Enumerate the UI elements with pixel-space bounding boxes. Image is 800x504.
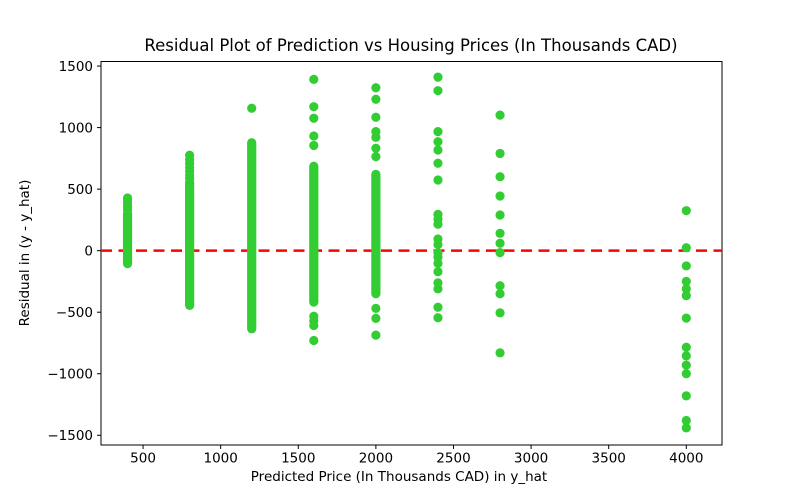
data-point bbox=[495, 348, 505, 358]
x-axis-label: Predicted Price (In Thousands CAD) in y_… bbox=[251, 469, 547, 485]
data-point bbox=[681, 342, 691, 352]
x-tick-label: 3500 bbox=[592, 451, 626, 467]
data-point bbox=[681, 284, 691, 294]
y-tick-label: 500 bbox=[67, 182, 93, 198]
data-point bbox=[495, 308, 505, 318]
data-point bbox=[433, 313, 443, 323]
x-tick-label: 4000 bbox=[669, 451, 703, 467]
data-point bbox=[495, 210, 505, 220]
data-point bbox=[495, 172, 505, 182]
data-point bbox=[495, 148, 505, 159]
data-point bbox=[371, 94, 381, 104]
data-point bbox=[433, 72, 443, 82]
data-point bbox=[371, 303, 381, 313]
data-point bbox=[681, 369, 691, 379]
data-point bbox=[681, 276, 691, 287]
data-point bbox=[309, 320, 319, 331]
data-point bbox=[122, 193, 133, 203]
x-tick-label: 2500 bbox=[436, 451, 470, 467]
data-point bbox=[433, 175, 443, 185]
data-point bbox=[681, 243, 691, 253]
data-point bbox=[309, 74, 319, 84]
data-point bbox=[371, 330, 381, 340]
data-point bbox=[371, 152, 381, 162]
data-point bbox=[185, 150, 195, 160]
data-point bbox=[681, 391, 691, 401]
y-axis-ticks: −1500 −1000 −500 0 500 1000 1500 bbox=[47, 59, 101, 444]
data-point bbox=[371, 83, 381, 93]
y-tick-label: 0 bbox=[84, 243, 93, 259]
chart-title: Residual Plot of Prediction vs Housing P… bbox=[144, 36, 677, 55]
x-tick-label: 1500 bbox=[281, 451, 315, 467]
y-tick-label: −1000 bbox=[47, 367, 93, 383]
y-tick-label: 1000 bbox=[59, 120, 93, 136]
data-point bbox=[371, 112, 381, 122]
data-point bbox=[681, 415, 691, 426]
y-tick-label: −500 bbox=[56, 305, 93, 321]
data-point bbox=[371, 313, 381, 323]
data-point bbox=[681, 206, 691, 216]
data-point bbox=[247, 103, 257, 113]
data-point bbox=[371, 143, 381, 153]
data-point bbox=[309, 140, 319, 151]
plot-area bbox=[100, 61, 723, 446]
data-point bbox=[681, 351, 691, 361]
data-point bbox=[433, 137, 443, 147]
data-point bbox=[681, 423, 691, 433]
data-point bbox=[309, 113, 319, 123]
x-tick-label: 500 bbox=[130, 451, 156, 467]
data-point bbox=[495, 281, 505, 291]
data-point bbox=[495, 289, 505, 299]
data-point bbox=[433, 302, 443, 312]
y-axis-label: Residual in (y - y_hat) bbox=[17, 180, 33, 327]
x-tick-label: 1000 bbox=[203, 451, 237, 467]
data-point bbox=[309, 102, 319, 112]
data-point bbox=[433, 158, 443, 168]
data-point bbox=[681, 313, 691, 323]
data-point bbox=[495, 248, 505, 258]
data-point bbox=[433, 219, 443, 229]
data-point bbox=[433, 127, 443, 137]
data-point bbox=[495, 191, 505, 201]
data-point bbox=[433, 86, 443, 96]
data-point bbox=[309, 335, 319, 346]
x-tick-label: 3000 bbox=[514, 451, 548, 467]
scatter-points bbox=[122, 72, 691, 433]
data-point bbox=[371, 127, 381, 137]
data-point bbox=[495, 228, 505, 238]
data-point bbox=[433, 145, 443, 155]
x-axis-ticks: 500 1000 1500 2000 2500 3000 3500 4000 bbox=[130, 445, 703, 467]
y-tick-label: 1500 bbox=[59, 59, 93, 75]
data-point bbox=[433, 267, 443, 277]
data-point bbox=[495, 110, 505, 120]
data-point bbox=[681, 290, 691, 301]
data-point bbox=[433, 239, 443, 250]
data-point bbox=[681, 360, 691, 370]
y-tick-label: −1500 bbox=[47, 428, 93, 444]
data-point bbox=[433, 284, 443, 294]
data-point bbox=[433, 258, 443, 268]
x-tick-label: 2000 bbox=[359, 451, 393, 467]
data-point bbox=[495, 238, 505, 248]
data-point bbox=[309, 131, 319, 141]
data-point bbox=[681, 261, 691, 271]
